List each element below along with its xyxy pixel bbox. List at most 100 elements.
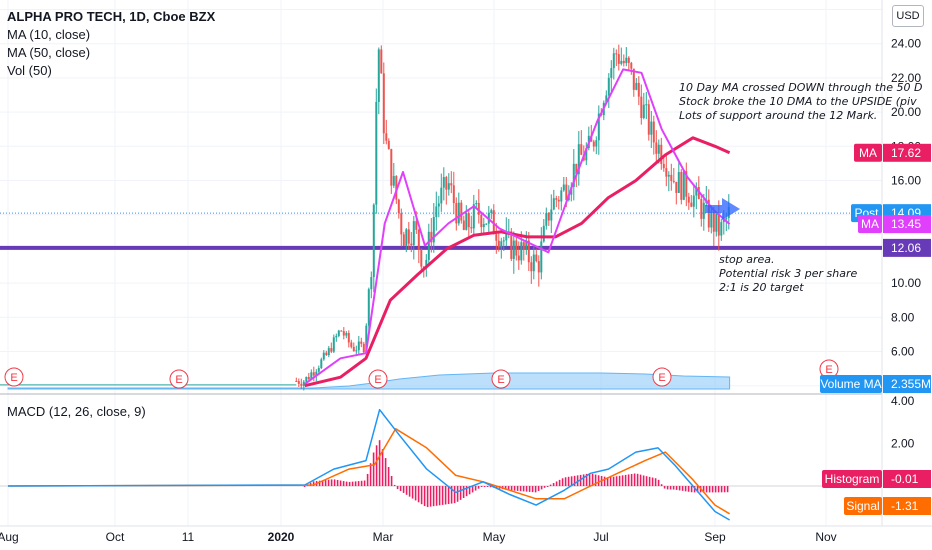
histogram-bar: [402, 486, 405, 493]
candle-body: [490, 210, 493, 214]
candle-body: [312, 372, 315, 376]
histogram-bar: [720, 486, 723, 493]
note-line: Lots of support around the 12 Mark.: [679, 109, 878, 122]
histogram-bar: [489, 486, 492, 488]
candle-body: [675, 181, 678, 193]
candle-body: [715, 213, 718, 232]
legend-macd[interactable]: MACD (12, 26, close, 9): [7, 404, 146, 419]
histogram-bar: [717, 486, 720, 493]
candle-body: [710, 211, 713, 228]
candle-body: [495, 234, 498, 241]
candle-body: [302, 381, 305, 386]
candle-body: [637, 82, 640, 97]
histogram-bar: [513, 486, 516, 491]
macd-pane: [0, 408, 882, 521]
price-tag-value-bg: [883, 497, 931, 515]
histogram-bar: [633, 473, 636, 487]
candle-body: [527, 240, 530, 263]
price-axis-label: 16.00: [891, 174, 921, 188]
histogram-bar: [429, 486, 432, 507]
histogram-bar: [639, 474, 642, 487]
price-candles: [0, 44, 730, 391]
candle-body: [702, 202, 705, 219]
histogram-bar: [663, 486, 666, 489]
histogram-bar: [627, 474, 630, 487]
histogram-bar: [540, 486, 543, 490]
annotation-stop-area: stop area. Potential risk 3 per share 2:…: [719, 253, 857, 295]
price-tag-label-bg: [858, 215, 882, 234]
histogram-bar: [393, 484, 396, 487]
candle-body: [660, 144, 663, 164]
candle-body: [617, 54, 620, 64]
signal-line: [7, 428, 730, 515]
time-axis: Aug Oct 11 2020 Mar May Jul Sep Nov: [0, 530, 837, 544]
note-line: 2:1 is 20 target: [719, 281, 804, 294]
candle-body: [350, 342, 353, 347]
histogram-bar: [642, 475, 645, 487]
candle-body: [467, 213, 470, 228]
earnings-letter: E: [497, 374, 504, 386]
candle-body: [522, 242, 525, 250]
ma10-line: [304, 68, 731, 385]
candle-body: [532, 254, 535, 272]
histogram-bar: [702, 486, 705, 493]
candle-body: [615, 53, 618, 55]
legend-ma10[interactable]: MA (10, close): [7, 27, 91, 42]
candle-body: [322, 352, 325, 360]
histogram-bar: [378, 440, 381, 487]
histogram-bar: [681, 486, 684, 491]
grid: [0, 0, 932, 527]
earnings-letter: E: [374, 374, 381, 386]
candle-body: [360, 341, 363, 344]
candle-body: [500, 241, 503, 248]
histogram-bar: [507, 486, 510, 491]
candle-body: [470, 227, 473, 229]
candle-body: [607, 77, 610, 96]
earnings-marker: [4, 367, 24, 387]
histogram-bar: [711, 486, 714, 493]
histogram-bar: [615, 476, 618, 487]
price-tag-value-bg: [883, 143, 931, 162]
earnings-marker: [652, 367, 672, 387]
histogram-bar: [525, 486, 528, 492]
price-tag-value: -1.31: [891, 499, 919, 513]
candle-body: [520, 242, 523, 261]
histogram-bar: [384, 458, 387, 487]
histogram-bar: [516, 486, 519, 491]
candle-body: [435, 206, 438, 217]
histogram-bar: [369, 463, 372, 487]
histogram-bar: [339, 480, 342, 487]
histogram-bar: [438, 486, 441, 506]
candle-body: [340, 330, 343, 332]
candle-body: [482, 224, 485, 228]
macd-axis-label: 2.00: [891, 437, 915, 451]
legend-volume[interactable]: Vol (50): [7, 63, 52, 78]
candle-body: [670, 174, 673, 181]
legend-ma50[interactable]: MA (50, close): [7, 45, 91, 60]
candle-body: [390, 149, 393, 186]
candle-body: [707, 199, 710, 228]
histogram-bar: [708, 486, 711, 493]
currency-button[interactable]: USD: [892, 5, 924, 27]
time-axis-label: Aug: [0, 530, 19, 544]
candle-body: [612, 53, 615, 69]
price-tag-label-bg: [820, 375, 882, 393]
time-axis-label: Oct: [106, 530, 125, 544]
price-tag-label: Volume MA: [820, 377, 881, 391]
price-tag-value-bg: [883, 470, 931, 488]
candle-body: [595, 140, 598, 147]
candle-body: [427, 231, 430, 260]
candle-body: [415, 221, 418, 230]
earnings-marker: [368, 369, 388, 389]
candle-body: [460, 202, 463, 221]
candle-body: [387, 140, 390, 150]
candle-body: [640, 96, 643, 119]
histogram-bar: [366, 473, 369, 487]
histogram-bar: [564, 477, 567, 487]
candle-body: [385, 133, 388, 141]
histogram-bar: [630, 473, 633, 487]
histogram-bar: [444, 486, 447, 505]
candle-body: [700, 199, 703, 219]
note-line: Stock broke the 10 DMA to the UPSIDE (pi…: [679, 95, 917, 108]
